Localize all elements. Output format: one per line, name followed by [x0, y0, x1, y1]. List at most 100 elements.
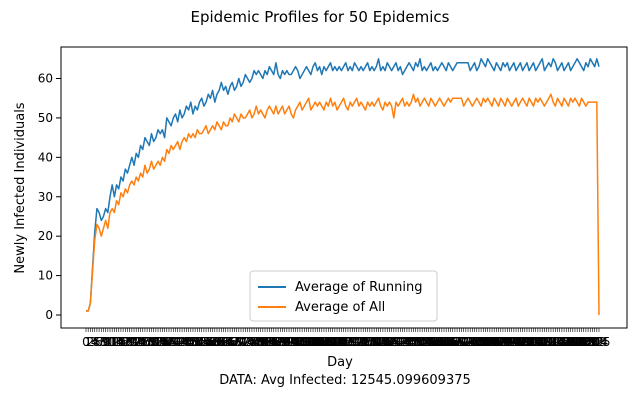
x-tick-label: 17	[115, 335, 130, 349]
x-tick-label: 35	[155, 335, 170, 349]
x-tick-label: 190	[489, 335, 512, 349]
x-tick-label: 182	[472, 335, 495, 349]
x-tick-label: 97	[290, 335, 305, 349]
x-tick-label: 90	[275, 335, 290, 349]
x-tick-label: 151	[404, 335, 427, 349]
x-tick-label: 39	[163, 335, 178, 349]
x-tick-label: 87	[268, 335, 283, 349]
x-tick-label: 173	[452, 335, 475, 349]
x-tick-label: 96	[288, 335, 303, 349]
x-tick-label: 83	[260, 335, 275, 349]
x-tick-label: 103	[299, 335, 322, 349]
x-tick-label: 94	[284, 335, 299, 349]
x-tick-label: 81	[255, 335, 270, 349]
x-tick-label: 98	[292, 335, 307, 349]
x-tick-label: 33	[150, 335, 165, 349]
x-tick-label: 145	[391, 335, 414, 349]
y-tick-label: 40	[38, 150, 53, 164]
x-tick-label: 130	[358, 335, 381, 349]
x-tick-label: 119	[334, 335, 357, 349]
x-tick-label: 36	[157, 335, 172, 349]
x-tick-label: 162	[428, 335, 451, 349]
x-tick-label: 124	[345, 335, 368, 349]
x-tick-label: 197	[505, 335, 528, 349]
x-tick-label: 62	[214, 335, 229, 349]
x-tick-label: 219	[553, 335, 576, 349]
x-tick-label: 79	[251, 335, 266, 349]
x-tick-label: 131	[361, 335, 384, 349]
x-tick-label: 77	[246, 335, 261, 349]
x-tick-label: 125	[347, 335, 370, 349]
x-tick-label: 106	[306, 335, 329, 349]
x-tick-label: 193	[496, 335, 519, 349]
x-tick-label: 210	[533, 335, 556, 349]
x-tick-label: 218	[550, 335, 573, 349]
x-tick-label: 63	[216, 335, 231, 349]
x-tick-label: 160	[424, 335, 447, 349]
x-tick-label: 68	[227, 335, 242, 349]
x-tick-label: 111	[317, 335, 340, 349]
x-tick-label: 40	[166, 335, 181, 349]
x-tick-label: 136	[371, 335, 394, 349]
x-tick-label: 155	[413, 335, 436, 349]
series-line-running	[86, 58, 600, 312]
x-tick-label: 27	[137, 335, 152, 349]
plot-area	[60, 46, 628, 329]
x-tick-label: 224	[564, 335, 587, 349]
x-tick-label: 7	[97, 335, 105, 349]
x-tick-label: 211	[535, 335, 558, 349]
x-tick-label: 52	[192, 335, 207, 349]
x-tick-label: 47	[181, 335, 196, 349]
x-tick-label: 149	[400, 335, 423, 349]
x-tick-label: 185	[478, 335, 501, 349]
x-tick-label: 24	[131, 335, 146, 349]
x-tick-label: 212	[537, 335, 560, 349]
x-tick-label: 231	[579, 335, 602, 349]
x-tick-label: 95	[286, 335, 301, 349]
x-tick-label: 115	[326, 335, 349, 349]
x-tick-label: 29	[142, 335, 157, 349]
x-tick-label: 55	[198, 335, 213, 349]
x-tick-label: 61	[212, 335, 227, 349]
x-tick-label: 167	[439, 335, 462, 349]
data-footer: DATA: Avg Infected: 12545.099609375	[219, 373, 471, 388]
x-tick-label: 228	[572, 335, 595, 349]
x-tick-label: 158	[419, 335, 442, 349]
x-tick-label: 235	[588, 335, 611, 349]
x-tick-label: 117	[330, 335, 353, 349]
x-tick-label: 107	[308, 335, 331, 349]
x-tick-label: 206	[524, 335, 547, 349]
x-tick-label: 21	[124, 335, 139, 349]
x-tick-label: 143	[387, 335, 410, 349]
x-tick-label: 184	[476, 335, 499, 349]
x-tick-label: 234	[585, 335, 608, 349]
x-tick-label: 230	[577, 335, 600, 349]
x-tick-label: 31	[146, 335, 161, 349]
x-tick-label: 156	[415, 335, 438, 349]
x-tick-label: 152	[406, 335, 429, 349]
x-tick-label: 1	[84, 335, 92, 349]
y-axis: 0 10 20 30 40 50 60	[38, 72, 61, 322]
x-tick-label: 71	[233, 335, 248, 349]
y-tick-label: 60	[38, 72, 53, 86]
x-tick-label: 183	[474, 335, 497, 349]
x-tick-label: 75	[242, 335, 257, 349]
x-tick-label: 65	[220, 335, 235, 349]
x-tick-label: 188	[485, 335, 508, 349]
x-tick-label: 66	[222, 335, 237, 349]
x-tick-label: 165	[435, 335, 458, 349]
x-tick-label: 189	[487, 335, 510, 349]
x-tick-label: 13	[107, 335, 122, 349]
x-tick-label: 148	[398, 335, 421, 349]
x-tick-label: 19	[120, 335, 135, 349]
y-tick-label: 30	[38, 190, 53, 204]
x-tick-label: 6	[95, 335, 103, 349]
x-tick-label: 204	[520, 335, 543, 349]
legend-label-all: Average of All	[295, 300, 385, 315]
x-tick-label: 214	[542, 335, 565, 349]
x-tick-label: 2	[87, 335, 95, 349]
x-tick-label: 43	[172, 335, 187, 349]
x-tick-label: 194	[498, 335, 521, 349]
y-tick-label: 50	[38, 111, 53, 125]
x-tick-label: 229	[574, 335, 597, 349]
